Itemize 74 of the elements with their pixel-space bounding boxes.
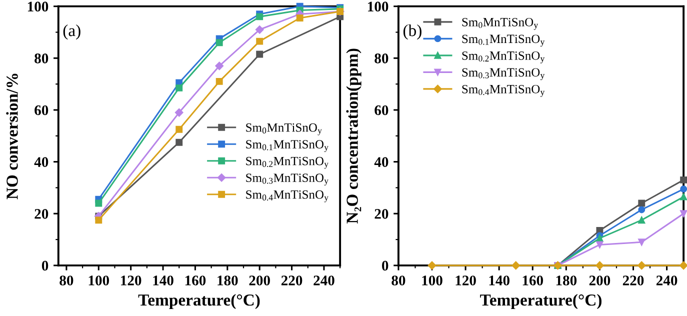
x-tick-label: 180 — [556, 276, 577, 286]
point — [176, 84, 183, 92]
annotation: (b) — [403, 24, 422, 40]
point — [176, 138, 183, 146]
x-tick-label: 80 — [392, 276, 406, 286]
point — [255, 26, 264, 34]
point — [256, 50, 264, 58]
legend-label: Sm$_{0}$MnTiSnO$_{y}$ — [246, 123, 322, 136]
y-axis-title: NO conversion/% — [6, 74, 18, 200]
point — [216, 39, 223, 46]
point — [596, 241, 604, 248]
legend-label: Sm$_{0.1}$MnTiSnO$_{y}$ — [462, 34, 545, 47]
point — [638, 216, 646, 224]
point — [176, 126, 183, 133]
point — [256, 38, 264, 45]
y-tick-label: 60 — [374, 105, 388, 116]
legend-label: Sm$_{0.2}$MnTiSnO$_{y}$ — [462, 51, 545, 64]
legend-label: Sm$_{0}$MnTiSnO$_{y}$ — [462, 18, 538, 30]
x-tick-label: 160 — [185, 276, 206, 286]
legend-label: Sm$_{0.3}$MnTiSnO$_{y}$ — [462, 68, 545, 80]
point — [95, 200, 102, 207]
point — [216, 78, 223, 85]
legend-label: Sm$_{0.4}$MnTiSnO$_{y}$ — [462, 84, 545, 97]
point — [428, 261, 436, 270]
x-axis-title: Temperature(°C) — [480, 294, 602, 310]
point — [174, 108, 184, 117]
x-tick-label: 140 — [153, 276, 174, 286]
point — [679, 261, 687, 270]
y-tick-label: 80 — [374, 54, 388, 64]
x-tick-label: 80 — [60, 276, 74, 286]
y-tick-label: 20 — [34, 208, 48, 219]
x-tick-label: 200 — [249, 276, 270, 286]
y-tick-label: 80 — [34, 54, 48, 64]
x-tick-label: 240 — [656, 276, 678, 286]
point — [596, 261, 604, 270]
y-tick-label: 100 — [368, 2, 388, 12]
point — [638, 206, 646, 214]
point — [296, 14, 304, 22]
point — [638, 238, 646, 246]
y-tick-label: 0 — [42, 260, 48, 271]
y-tick-label: 60 — [34, 105, 48, 116]
point — [638, 261, 646, 270]
point — [680, 193, 687, 200]
y-tick-label: 100 — [28, 2, 48, 12]
legend-label: Sm$_{0.4}$MnTiSnO$_{y}$ — [246, 190, 328, 202]
x-axis-title: Temperature(°C) — [138, 294, 260, 310]
x-tick-label: 100 — [88, 276, 110, 286]
x-tick-label: 160 — [522, 276, 544, 286]
x-tick-label: 120 — [121, 276, 142, 286]
x-tick-label: 200 — [589, 276, 610, 286]
x-tick-label: 100 — [422, 276, 442, 286]
point — [680, 176, 687, 184]
y-axis-title: N₂O concentration(ppm) — [346, 48, 362, 224]
point — [256, 13, 264, 20]
x-tick-label: 220 — [622, 276, 644, 286]
y-tick-label: 20 — [374, 208, 388, 219]
y-tick-label: 40 — [34, 157, 48, 167]
legend-label: Sm$_{0.1}$MnTiSnO$_{y}$ — [246, 140, 328, 152]
x-tick-label: 180 — [218, 276, 238, 286]
annotation: (a) — [63, 24, 80, 40]
point — [680, 210, 687, 218]
y-tick-label: 0 — [382, 260, 388, 271]
x-tick-label: 120 — [456, 276, 476, 286]
point — [215, 62, 224, 70]
point — [512, 261, 520, 270]
point — [638, 200, 646, 207]
x-tick-label: 240 — [314, 276, 334, 286]
x-tick-label: 140 — [489, 276, 510, 286]
legend-label: Sm$_{0.2}$MnTiSnO$_{y}$ — [246, 156, 328, 169]
x-tick-label: 220 — [281, 276, 302, 286]
point — [95, 216, 102, 224]
legend-label: Sm$_{0.3}$MnTiSnO$_{y}$ — [246, 174, 328, 186]
point — [680, 186, 687, 192]
y-tick-label: 40 — [374, 157, 388, 167]
